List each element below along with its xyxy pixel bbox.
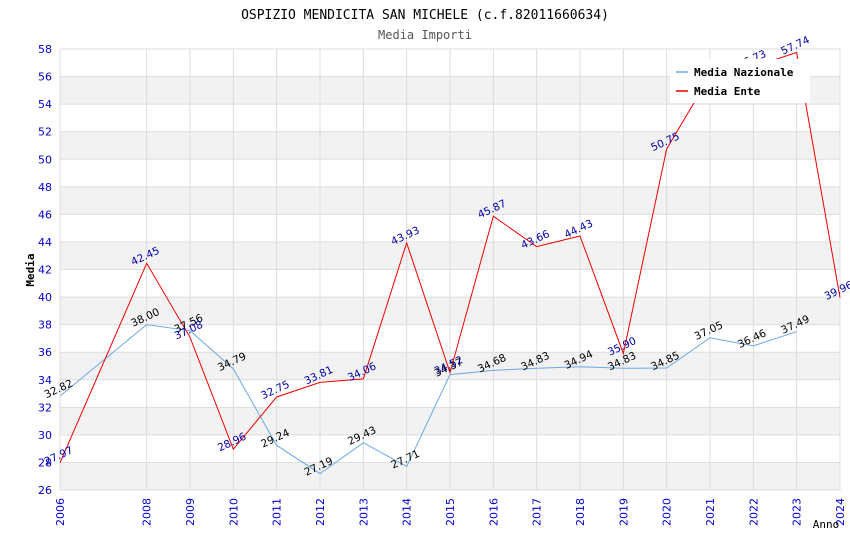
chart-title: OSPIZIO MENDICITA SAN MICHELE (c.f.82011…	[241, 8, 609, 23]
x-tick-label: 2008	[141, 498, 154, 526]
x-tick-label: 2020	[661, 498, 674, 526]
x-tick-label: 2017	[531, 498, 544, 526]
x-axis-ticks: 2006 2008 2009 2010 2011 2012 2013 2014 2015 2016…	[54, 498, 847, 526]
legend-background	[670, 59, 810, 103]
chart-subtitle: Media Importi	[378, 28, 472, 42]
y-tick-label: 50	[38, 153, 52, 166]
y-tick-label: 48	[38, 181, 52, 194]
y-tick-label: 40	[38, 291, 52, 304]
y-tick-label: 36	[38, 346, 52, 359]
grid-lines	[59, 48, 841, 491]
x-tick-label: 2018	[574, 498, 587, 526]
y-tick-label: 26	[38, 484, 52, 497]
x-tick-label: 2016	[487, 498, 500, 526]
y-tick-label: 52	[38, 126, 52, 139]
y-tick-label: 28	[38, 456, 52, 469]
x-tick-label: 2023	[791, 498, 804, 526]
y-tick-label: 34	[38, 374, 52, 387]
y-tick-label: 58	[38, 43, 52, 56]
y-tick-label: 56	[38, 71, 52, 84]
y-tick-label: 42	[38, 264, 52, 277]
x-tick-label: 2021	[704, 498, 717, 526]
x-tick-label: 2011	[271, 498, 284, 526]
y-tick-label: 46	[38, 208, 52, 221]
legend: Media Nazionale Media Ente	[670, 59, 810, 103]
y-tick-label: 38	[38, 319, 52, 332]
y-axis-ticks: 26 28 30 32 34 36 38 40 42 44 46 48 50 52 54 56 58	[38, 43, 52, 497]
legend-entry-media-ente: Media Ente	[694, 85, 761, 98]
y-tick-label: 54	[38, 98, 52, 111]
legend-entry-media-nazionale: Media Nazionale	[694, 66, 794, 79]
y-axis-label: Media	[24, 253, 37, 286]
x-tick-label: 2009	[184, 498, 197, 526]
series-line-media-nazionale	[59, 324, 797, 475]
y-tick-label: 44	[38, 236, 52, 249]
x-tick-label: 2024	[834, 498, 847, 526]
x-tick-label: 2014	[401, 498, 414, 526]
x-tick-label: 2019	[617, 498, 630, 526]
x-tick-label: 2006	[54, 498, 67, 526]
x-tick-label: 2015	[444, 498, 457, 526]
x-axis-label: Anno	[813, 518, 840, 531]
x-tick-label: 2012	[314, 498, 327, 526]
y-tick-label: 32	[38, 401, 52, 414]
x-tick-label: 2010	[227, 498, 240, 526]
y-tick-label: 30	[38, 429, 52, 442]
x-tick-label: 2013	[357, 498, 370, 526]
x-tick-label: 2022	[747, 498, 760, 526]
